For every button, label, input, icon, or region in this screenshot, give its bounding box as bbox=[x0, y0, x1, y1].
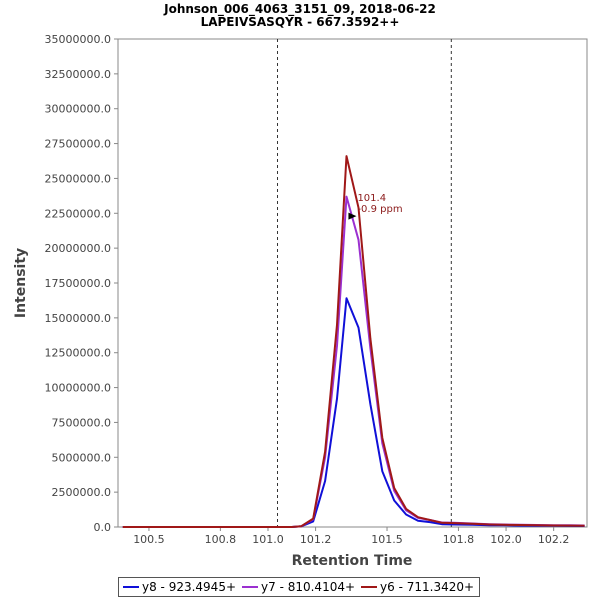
y-tick-label: 35000000.0 bbox=[45, 33, 111, 46]
y-tick-label: 32500000.0 bbox=[45, 68, 111, 81]
chart-subtitle: LAPEIVSASQYR - 667.3592++ bbox=[201, 15, 400, 29]
y-tick-label: 10000000.0 bbox=[45, 382, 111, 395]
legend-item-y8: y8 - 923.4945+ bbox=[123, 580, 236, 594]
legend-label-y7: y7 - 810.4104+ bbox=[261, 580, 356, 594]
x-tick-label: 101.2 bbox=[300, 533, 332, 546]
x-tick-label: 100.5 bbox=[133, 533, 165, 546]
y-tick-label: 12500000.0 bbox=[45, 347, 111, 360]
x-tick-label: 101.8 bbox=[443, 533, 475, 546]
legend-label-y8: y8 - 923.4945+ bbox=[142, 580, 237, 594]
peak-marker bbox=[348, 212, 357, 220]
legend-swatch-y7 bbox=[242, 586, 259, 588]
legend-item-y6: y6 - 711.3420+ bbox=[361, 580, 474, 594]
chart-title: Johnson_006_4063_3151_09, 2018-06-22 bbox=[163, 2, 436, 17]
y-tick-label: 7500000.0 bbox=[52, 416, 112, 429]
annotation-rt: 101.4 bbox=[357, 193, 386, 204]
y-axis: 0.0 2500000.0 5000000.0 7500000.0 10000000.0… bbox=[45, 33, 118, 534]
y-tick-label: 15000000.0 bbox=[45, 312, 111, 325]
y-tick-label: 0.0 bbox=[94, 521, 112, 534]
y-tick-label: 17500000.0 bbox=[45, 277, 111, 290]
series-layer bbox=[122, 155, 585, 528]
x-tick-label: 100.8 bbox=[205, 533, 237, 546]
legend-swatch-y8 bbox=[123, 586, 139, 588]
x-axis: 100.5 100.8 101.0 101.2 101.5 101.8 102.0 102.2 bbox=[133, 527, 569, 546]
y-tick-label: 25000000.0 bbox=[45, 172, 111, 185]
x-tick-label: 102.0 bbox=[490, 533, 522, 546]
y-tick-label: 5000000.0 bbox=[52, 451, 112, 464]
peak-annotation: 101.4 -0.9 ppm bbox=[348, 193, 403, 220]
series-line-y6 bbox=[122, 155, 585, 528]
y-tick-label: 20000000.0 bbox=[45, 242, 111, 255]
y-tick-label: 30000000.0 bbox=[45, 103, 111, 116]
x-tick-label: 102.2 bbox=[538, 533, 570, 546]
annotation-ppm: -0.9 ppm bbox=[357, 204, 402, 215]
legend-swatch-y6 bbox=[361, 586, 378, 588]
y-tick-label: 27500000.0 bbox=[45, 138, 111, 151]
x-tick-label: 101.0 bbox=[252, 533, 284, 546]
legend-label-y6: y6 - 711.3420+ bbox=[380, 580, 475, 594]
y-tick-label: 2500000.0 bbox=[52, 486, 112, 499]
legend: y8 - 923.4945+ y7 - 810.4104+ y6 - 711.3… bbox=[118, 577, 480, 597]
x-axis-label: Retention Time bbox=[292, 553, 413, 569]
plot-area bbox=[117, 38, 588, 528]
y-axis-label: Intensity bbox=[13, 248, 29, 318]
x-tick-label: 101.5 bbox=[371, 533, 403, 546]
legend-item-y7: y7 - 810.4104+ bbox=[242, 580, 355, 594]
y-tick-label: 22500000.0 bbox=[45, 207, 111, 220]
